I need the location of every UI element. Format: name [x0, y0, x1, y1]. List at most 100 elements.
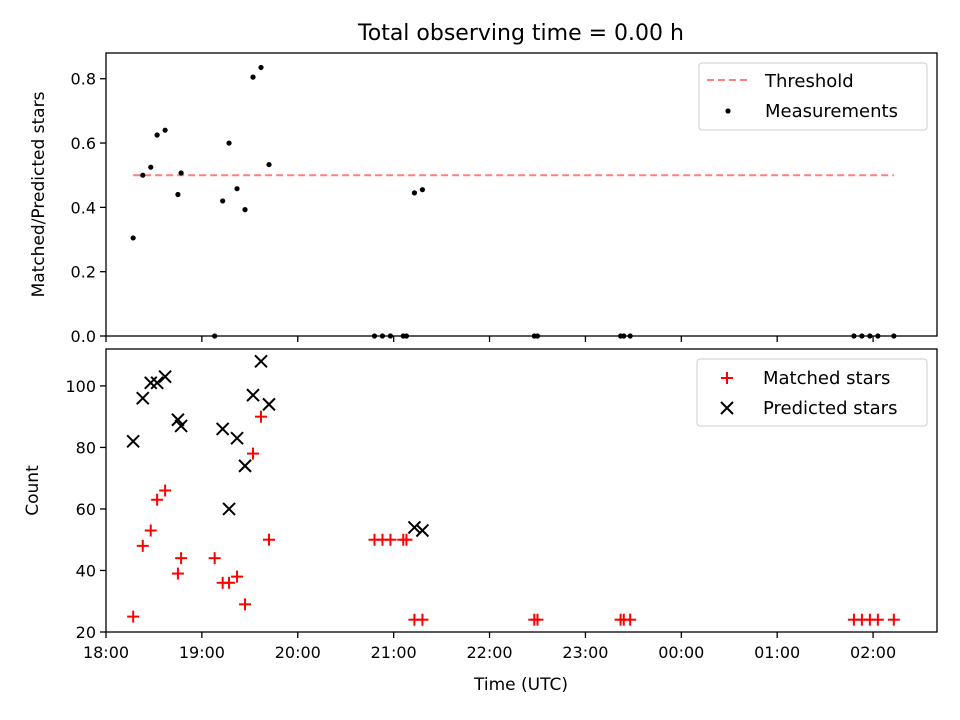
bottom-plot-frame: [105, 348, 938, 633]
bottom-y-tick-label: 40: [76, 561, 96, 580]
matched-star-point: [239, 598, 252, 611]
bottom-x-tick-label: 20:00: [275, 643, 321, 662]
measurement-point: [140, 172, 146, 178]
measurement-point: [867, 333, 873, 339]
measurement-point: [859, 333, 865, 339]
measurement-point: [178, 170, 184, 176]
matched-star-point: [223, 576, 236, 589]
predicted-star-point: [222, 502, 236, 516]
bottom-plot-x-ticks: 18:00 19:00 20:00 21:00 22:00 23:00 00:00 01:00…: [83, 632, 896, 662]
measurement-point: [371, 333, 378, 339]
top-y-tick-label: 0.0: [71, 327, 96, 346]
legend-measurements-label: Measurements: [765, 101, 898, 122]
matched-star-point: [624, 613, 637, 626]
bottom-plot: Count Time (UTC) 20 40 60 80 100 18:00 19:00 2…: [23, 348, 938, 695]
matched-star-point: [127, 610, 140, 623]
top-legend-box: [698, 62, 928, 131]
matched-star-point: [175, 552, 188, 565]
measurement-point: [627, 333, 633, 339]
bottom-plot-marks: [126, 354, 900, 626]
measurement-point: [226, 140, 232, 146]
measurement-point: [891, 333, 897, 339]
matched-star-point: [400, 533, 413, 546]
measurement-point: [130, 235, 136, 241]
top-plot-y-label: Matched/Predicted stars: [29, 91, 49, 297]
legend-predicted-swatch: [720, 401, 734, 415]
legend-threshold-label: Threshold: [764, 71, 854, 92]
bottom-y-tick-label: 100: [65, 377, 96, 396]
measurement-point: [534, 333, 541, 339]
top-plot-marks: [130, 64, 897, 339]
measurement-point: [242, 207, 248, 213]
top-legend: Threshold Measurements: [698, 62, 928, 131]
predicted-star-point: [238, 459, 252, 473]
predicted-star-point: [415, 523, 430, 538]
matched-star-point: [416, 613, 429, 626]
bottom-x-tick-label: 21:00: [371, 643, 417, 662]
bottom-plot-y-label: Count: [23, 465, 43, 516]
chart-title: Total observing time = 0.00 h: [357, 21, 684, 46]
measurement-point: [154, 132, 160, 138]
measurement-point: [851, 333, 857, 339]
predicted-star-point: [230, 431, 244, 445]
matched-star-point: [144, 524, 157, 537]
measurement-point: [403, 333, 410, 339]
legend-measurements-swatch: [725, 108, 731, 114]
matched-star-point: [871, 613, 884, 626]
bottom-x-tick-label: 19:00: [179, 643, 225, 662]
measurement-point: [162, 127, 168, 133]
matched-star-point: [531, 613, 544, 626]
predicted-star-point: [158, 369, 172, 384]
predicted-star-point: [126, 434, 140, 448]
measurement-point: [212, 333, 218, 339]
top-plot: Matched/Predicted stars 0.00.20.40.60.8 …: [29, 52, 938, 346]
bottom-x-tick-label: 23:00: [562, 643, 608, 662]
predicted-star-point: [254, 354, 268, 369]
bottom-x-tick-label: 02:00: [850, 643, 896, 662]
bottom-legend-box: [696, 358, 928, 427]
bottom-y-tick-label: 80: [76, 438, 96, 457]
measurement-point: [250, 74, 256, 80]
matched-star-point: [136, 539, 149, 552]
predicted-star-point: [262, 397, 276, 412]
top-plot-frame: [105, 52, 938, 337]
legend-matched-swatch: [721, 372, 733, 384]
top-y-tick-label: 0.4: [71, 198, 96, 217]
measurement-point: [234, 186, 240, 192]
bottom-y-tick-label: 20: [76, 623, 96, 642]
measurement-point: [621, 333, 627, 339]
matched-star-point: [151, 493, 164, 506]
measurement-point: [411, 190, 418, 196]
bottom-plot-y-ticks: 20 40 60 80 100: [65, 377, 106, 642]
matched-star-point: [384, 533, 397, 546]
matched-star-point: [255, 410, 268, 423]
bottom-y-tick-label: 60: [76, 500, 96, 519]
top-y-tick-label: 0.8: [71, 70, 96, 89]
matched-star-point: [247, 447, 260, 460]
bottom-x-tick-label: 01:00: [754, 643, 800, 662]
predicted-star-point: [144, 376, 158, 390]
bottom-legend: Matched stars Predicted stars: [696, 358, 928, 427]
predicted-star-point: [407, 520, 422, 535]
predicted-star-point: [215, 422, 230, 436]
measurement-point: [148, 164, 154, 170]
matched-star-point: [208, 552, 221, 565]
predicted-star-point: [246, 388, 260, 402]
measurement-point: [258, 64, 264, 71]
matched-star-point: [887, 613, 900, 626]
measurement-point: [266, 161, 272, 168]
bottom-x-tick-label: 18:00: [83, 643, 129, 662]
measurement-point: [379, 333, 386, 339]
predicted-star-point: [136, 391, 150, 405]
legend-matched-label: Matched stars: [763, 368, 890, 389]
measurement-point: [419, 187, 426, 193]
matched-star-point: [171, 567, 184, 580]
top-plot-y-ticks: 0.0 0.2 0.4 0.6 0.8: [71, 70, 106, 346]
measurement-point: [387, 333, 394, 339]
top-plot-x-ticks: [105, 336, 874, 342]
measurement-point: [875, 333, 881, 339]
measurement-point: [175, 191, 181, 198]
predicted-star-point: [174, 419, 188, 433]
matched-star-point: [263, 533, 276, 546]
